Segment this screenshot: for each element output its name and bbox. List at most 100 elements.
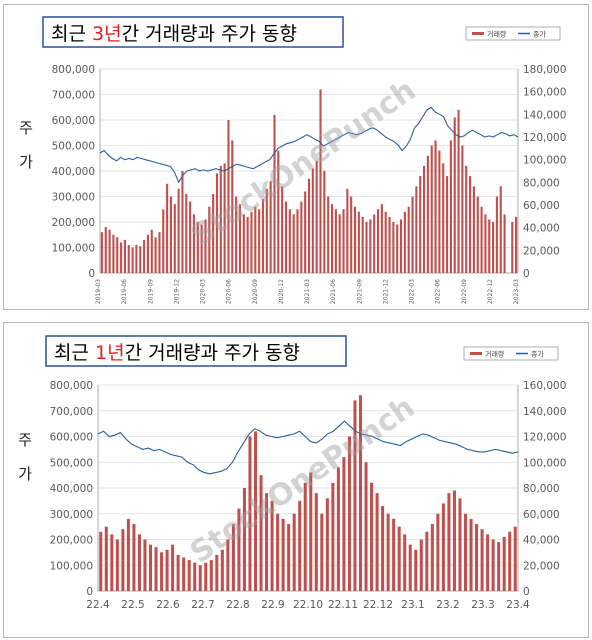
volume-bar (298, 500, 302, 591)
volume-bar (143, 239, 146, 273)
volume-bar (200, 224, 203, 273)
volume-bar (342, 209, 345, 273)
volume-bar (110, 534, 114, 591)
volume-bar (369, 219, 372, 273)
y-left-tick-label: 200,000 (52, 217, 95, 229)
x-tick-label: 22.9 (261, 599, 284, 611)
volume-bar (397, 526, 401, 591)
volume-bar (419, 539, 423, 591)
y-right-tick-label: 20,000 (523, 560, 560, 572)
y-right-tick-label: 160,000 (523, 380, 566, 392)
volume-bar (127, 244, 130, 273)
volume-bar (463, 513, 468, 591)
volume-bar (508, 531, 512, 591)
y-left-tick-label: 100,000 (50, 560, 93, 572)
volume-bar (495, 196, 498, 273)
chart-title: 최근 1년간 거래량과 주가 동향 (54, 342, 300, 364)
volume-bar (384, 211, 387, 273)
volume-bar (346, 188, 349, 273)
y-right-tick-label: 60,000 (523, 509, 560, 521)
x-tick-label: 2019-03 (95, 279, 102, 304)
y-left-tick-label: 600,000 (50, 432, 93, 444)
volume-bar (131, 247, 134, 273)
volume-bar (215, 173, 219, 273)
volume-bar (361, 216, 364, 273)
x-tick-label: 22.7 (191, 599, 214, 611)
volume-bar (220, 549, 224, 591)
volume-bar (453, 117, 456, 273)
volume-bar (426, 155, 429, 273)
volume-bar (336, 467, 340, 591)
volume-bar (237, 508, 241, 591)
volume-bar (154, 237, 157, 273)
y-left-tick-label: 600,000 (52, 115, 95, 127)
volume-bar (373, 214, 376, 273)
volume-bar (415, 186, 418, 273)
volume-bar (215, 554, 219, 591)
volume-bar (235, 196, 238, 273)
volume-bar (287, 524, 291, 591)
legend-label-price: 종가 (531, 350, 544, 359)
chart-title-part: 3년 (92, 23, 122, 45)
volume-bar (146, 234, 149, 273)
x-tick-label: 2023-03 (513, 279, 520, 304)
volume-bar (265, 493, 269, 591)
chart-title-part: 1년 (95, 342, 125, 364)
x-tick-label: 22.12 (363, 599, 393, 611)
chart-title: 최근 3년간 거래량과 주가 동향 (51, 23, 297, 45)
y-axis-label: 주 (19, 119, 33, 137)
volume-bar (254, 206, 257, 273)
price-line (99, 106, 519, 184)
y-left-tick-label: 500,000 (52, 141, 95, 153)
y-right-tick-label: 160,000 (523, 87, 566, 99)
volume-bar (425, 531, 429, 591)
volume-bar (388, 216, 391, 273)
volume-bar (288, 209, 291, 273)
y-right-tick-label: 80,000 (523, 177, 560, 189)
y-right-tick-label: 120,000 (523, 432, 566, 444)
volume-bar (499, 186, 502, 273)
volume-bar (342, 457, 346, 591)
volume-bar (442, 163, 445, 273)
y-left-tick-label: 300,000 (52, 192, 95, 204)
y-left-tick-label: 800,000 (52, 64, 95, 76)
volume-bar (457, 109, 460, 273)
volume-bar (171, 544, 175, 591)
x-tick-label: 2022-06 (435, 279, 442, 304)
volume-bar (160, 552, 164, 591)
volume-bar (204, 562, 208, 591)
volume-bar (265, 188, 268, 273)
volume-bar (181, 171, 184, 273)
volume-bar (193, 562, 197, 591)
y-left-tick-label: 500,000 (50, 457, 93, 469)
volume-bar (497, 542, 501, 591)
volume-bar (365, 222, 368, 273)
volume-bar (281, 186, 284, 273)
x-tick-label: 22.6 (156, 599, 180, 611)
volume-bar (148, 544, 153, 591)
volume-bar (173, 204, 176, 273)
volume-bar (480, 529, 484, 591)
y-right-tick-label: 80,000 (523, 483, 560, 495)
volume-bar (270, 500, 274, 591)
y-axis-label: 가 (18, 465, 32, 483)
volume-bar (392, 222, 395, 273)
chart-panel-1-year: 최근 1년간 거래량과 주가 동향 거래량 종가 0 100,000 200,000 300… (3, 322, 589, 638)
volume-bar (347, 436, 351, 591)
volume-bar (430, 145, 433, 273)
y-right-tick-label: 40,000 (523, 535, 560, 547)
x-tick-label: 23.1 (401, 599, 424, 611)
volume-bar (381, 506, 385, 591)
volume-bar (304, 191, 307, 273)
volume-bar (261, 199, 265, 273)
x-tick-label: 2021-06 (330, 279, 337, 304)
volume-bar (403, 534, 407, 591)
chart-title-part: 최근 (51, 23, 92, 45)
volume-bar (273, 114, 276, 274)
volume-bar (154, 547, 158, 591)
legend-label-price: 종가 (533, 30, 546, 39)
legend-label-volume: 거래량 (485, 350, 505, 359)
y-left-tick-label: 0 (86, 586, 93, 598)
volume-bar (309, 472, 313, 591)
volume-bar (492, 222, 495, 273)
